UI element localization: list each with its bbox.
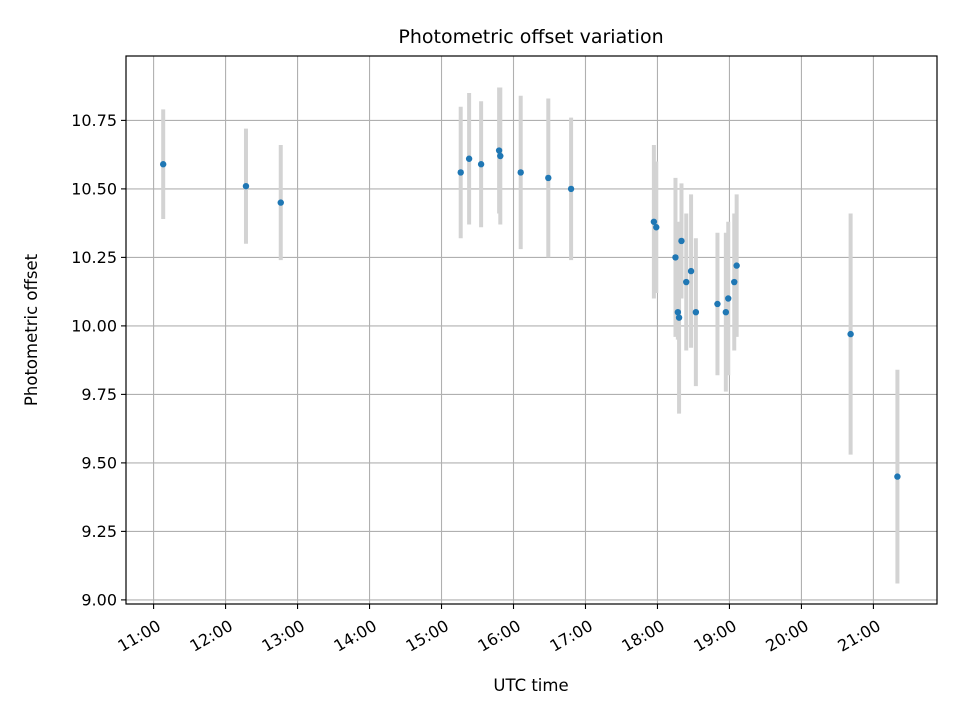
x-axis-title: UTC time: [493, 676, 568, 695]
data-point: [653, 224, 660, 231]
data-point: [678, 237, 685, 245]
data-point: [733, 262, 740, 269]
x-tick-label: 13:00: [259, 616, 308, 656]
chart-title: Photometric offset variation: [398, 26, 663, 48]
data-point: [457, 169, 464, 176]
y-axis: 9.00 9.25 9.50 9.75 10.00 10.25 10.50 10.75: [71, 111, 126, 609]
data-points: [159, 147, 901, 480]
x-tick-label: 14:00: [331, 616, 380, 656]
data-point: [497, 152, 504, 160]
y-axis-title: Photometric offset: [22, 253, 41, 406]
x-tick-label: 12:00: [187, 616, 236, 656]
data-point: [722, 308, 730, 316]
gridlines: [126, 56, 937, 604]
x-tick-label: 15:00: [402, 616, 451, 656]
data-point: [687, 267, 695, 275]
y-tick-label: 9.25: [81, 522, 117, 541]
x-tick-label: 16:00: [474, 616, 523, 656]
data-point: [517, 169, 524, 176]
data-point: [683, 278, 690, 286]
data-point: [692, 308, 700, 316]
x-tick-label: 21:00: [834, 616, 883, 656]
data-point: [731, 278, 738, 286]
data-point: [650, 218, 658, 225]
x-axis: 11:00 12:00 13:00 14:00 15:00 16:00 17:00 18:00…: [115, 604, 884, 656]
data-point: [477, 161, 485, 168]
x-tick-label: 11:00: [115, 616, 164, 656]
data-point: [545, 174, 552, 182]
y-tick-label: 10.25: [71, 248, 117, 267]
y-tick-label: 9.00: [81, 590, 117, 609]
x-tick-label: 18:00: [618, 616, 667, 656]
x-tick-label: 19:00: [690, 616, 739, 656]
data-point: [675, 314, 683, 321]
data-point: [847, 330, 854, 338]
data-point: [725, 295, 732, 302]
data-point: [277, 199, 284, 206]
error-bars: [161, 87, 900, 584]
x-tick-label: 17:00: [546, 616, 595, 656]
data-point: [159, 161, 167, 168]
plot-area-frame: [125, 55, 938, 605]
data-point: [242, 182, 250, 190]
y-tick-label: 10.50: [71, 179, 117, 198]
data-point: [495, 147, 503, 154]
y-tick-label: 10.75: [71, 111, 117, 130]
y-tick-label: 10.00: [71, 316, 117, 335]
data-point: [714, 300, 721, 308]
y-tick-label: 9.50: [81, 453, 117, 472]
y-tick-label: 9.75: [81, 385, 117, 404]
data-point: [672, 254, 679, 261]
x-tick-label: 20:00: [762, 616, 811, 656]
data-point: [465, 155, 473, 162]
data-point: [894, 473, 901, 480]
data-point: [567, 185, 575, 193]
data-point: [674, 308, 682, 316]
